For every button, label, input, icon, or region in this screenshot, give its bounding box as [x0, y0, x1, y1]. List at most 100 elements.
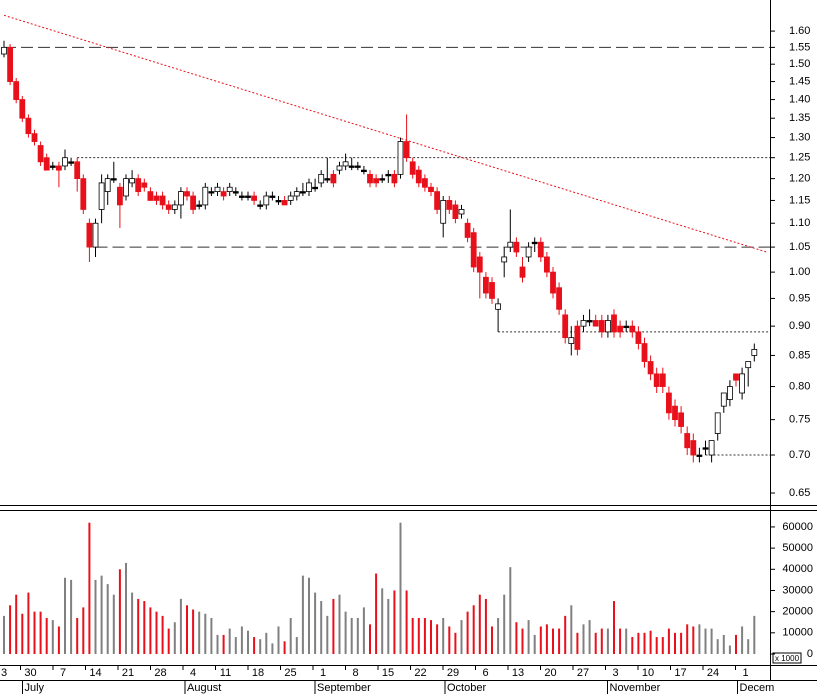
- volume-bar: [747, 639, 750, 654]
- candle-body: [19, 99, 26, 119]
- volume-bar: [539, 626, 542, 654]
- candle-body: [165, 204, 172, 210]
- candle-body: [25, 117, 32, 135]
- volume-bar: [466, 611, 469, 654]
- x-tick-label: 27: [577, 667, 589, 679]
- volume-bar: [600, 628, 603, 654]
- candle-body: [428, 186, 434, 193]
- volume-bar: [411, 617, 414, 654]
- candle-body: [226, 186, 233, 193]
- candle-body: [7, 46, 13, 82]
- y-tick-label: 0.95: [789, 292, 810, 304]
- candle-body: [550, 271, 556, 294]
- candle-body: [690, 440, 697, 456]
- candle-body: [440, 200, 447, 224]
- candle-body: [641, 343, 648, 362]
- candle-body: [434, 191, 441, 210]
- y-tick-label: 1.60: [789, 25, 810, 37]
- volume-bar: [515, 622, 518, 654]
- candle-body: [507, 241, 514, 248]
- volume-bar: [173, 622, 176, 654]
- y-tick-label: 0.90: [789, 320, 810, 332]
- candle-body: [354, 165, 361, 168]
- candle-body: [611, 314, 617, 333]
- candle-body: [562, 314, 569, 339]
- candle-body: [238, 195, 245, 198]
- volume-bar: [613, 601, 615, 654]
- candle-body: [287, 195, 294, 201]
- candle-body: [446, 200, 453, 210]
- candle-body: [312, 186, 319, 190]
- volume-bar: [399, 522, 402, 654]
- candle-body: [708, 440, 715, 456]
- volume-bar: [344, 611, 347, 654]
- volume-bar: [375, 573, 378, 654]
- candle-body: [739, 373, 745, 394]
- volume-bar: [735, 634, 737, 654]
- candle-body: [342, 161, 349, 167]
- candle-body: [68, 161, 74, 164]
- volume-bar: [491, 626, 493, 654]
- unit-box: [772, 652, 802, 664]
- candle-body: [617, 325, 623, 333]
- volume-bar: [143, 601, 146, 654]
- volume-bar: [637, 632, 640, 654]
- candle-body: [208, 191, 215, 194]
- volume-bar: [234, 637, 237, 654]
- volume-bar: [497, 617, 500, 654]
- candle-body: [269, 195, 276, 198]
- volume-bar: [582, 624, 585, 654]
- candle-body: [727, 386, 733, 400]
- volume-bar: [631, 637, 634, 654]
- candle-body: [190, 195, 197, 210]
- volume-bar: [350, 617, 353, 654]
- candle-body: [537, 241, 544, 258]
- volume-bar: [625, 628, 628, 654]
- candle-body: [80, 178, 87, 210]
- y-tick-label: 1.35: [789, 112, 810, 124]
- volume-bar: [82, 607, 85, 654]
- candle-body: [336, 165, 343, 171]
- candle-body: [129, 178, 136, 184]
- volume-bar: [76, 617, 79, 654]
- candle-body: [391, 173, 398, 184]
- candle-body: [653, 373, 660, 387]
- volume-bar: [3, 615, 5, 654]
- volume-bar: [271, 643, 274, 654]
- volume-bar: [430, 620, 432, 654]
- volume-bar: [51, 620, 54, 654]
- volume-tick-label: 60000: [782, 521, 813, 533]
- candle-body: [135, 178, 142, 193]
- candle-body: [482, 276, 489, 294]
- candle-body: [117, 186, 123, 206]
- candle-body: [324, 178, 331, 181]
- candle-body: [367, 173, 373, 184]
- candle-body: [666, 392, 672, 414]
- volume-bar: [655, 637, 658, 654]
- volume-bar: [15, 594, 18, 654]
- candle-body: [214, 186, 221, 193]
- candle-body: [598, 320, 605, 333]
- volume-bar: [167, 628, 170, 654]
- candle-body: [672, 405, 678, 421]
- candle-body: [13, 81, 20, 100]
- candle-body: [568, 337, 575, 344]
- candle-body: [733, 373, 739, 381]
- y-tick-label: 0.80: [789, 380, 810, 392]
- candle-body: [196, 204, 203, 207]
- candle-body: [409, 161, 416, 175]
- candle-body: [525, 246, 532, 258]
- candle-body: [421, 178, 428, 188]
- candle-body: [452, 204, 459, 219]
- x-tick-label: 7: [60, 667, 66, 679]
- candle-body: [574, 325, 581, 350]
- candle-body: [74, 161, 81, 180]
- candle-body: [397, 141, 404, 175]
- candle-body: [659, 373, 666, 387]
- volume-bar: [405, 590, 408, 654]
- volume-bar: [179, 598, 182, 654]
- volume-bar: [295, 637, 298, 654]
- y-tick-label: 1.15: [789, 194, 810, 206]
